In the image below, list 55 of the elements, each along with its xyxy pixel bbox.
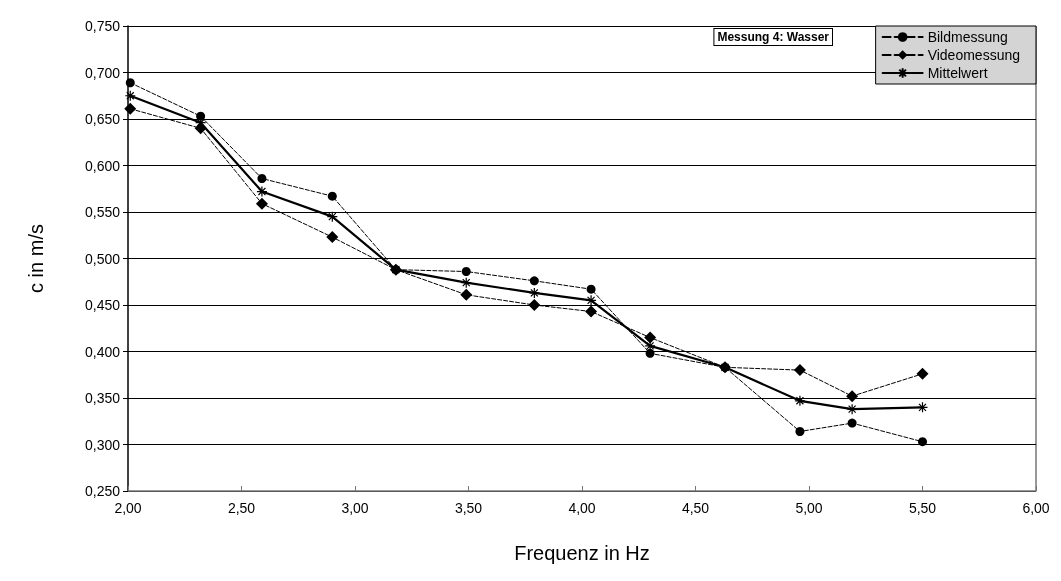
x-tick-label: 4,50 [681,500,710,516]
x-tick-label: 3,50 [454,500,483,516]
y-tick-label: 0,250 [84,483,121,499]
x-tick-label: 5,50 [908,500,937,516]
point [916,401,929,413]
point [795,426,805,436]
point [586,284,596,294]
point [793,364,806,377]
point [124,102,137,115]
point [585,294,597,306]
y-axis-title: c in m/s [25,224,47,293]
point [326,211,338,223]
x-tick-label: 2,50 [227,500,256,516]
y-tick-label: 0,600 [84,157,121,174]
x-tick-label: 4,00 [568,500,596,516]
x-axis-title: Frequenz in Hz [514,542,650,564]
x-tick-label: 3,00 [341,500,369,516]
annotation: Messung 4: Wasser [717,30,830,44]
legend-label: Videomessung [927,47,1021,63]
y-tick-label: 0,400 [84,343,121,360]
point [256,185,268,198]
point [529,276,539,286]
legend-label: Mittelwert [927,65,988,81]
point [257,174,267,184]
x-tick-label: 2,00 [114,500,142,516]
y-tick-label: 0,650 [84,111,121,127]
point [125,78,135,88]
x-tick-label: 5,00 [795,500,823,516]
point [461,267,471,277]
point [644,331,657,344]
y-tick-label: 0,500 [84,250,121,267]
point [645,348,655,358]
point [847,418,857,428]
point [460,288,473,301]
point [255,197,268,210]
point [327,191,337,201]
y-tick-label: 0,700 [84,64,121,81]
point [585,305,598,318]
x-tick-label: 6,00 [1022,500,1050,516]
point [794,395,806,407]
point [326,231,339,244]
point [918,437,927,447]
point [528,287,540,299]
point [460,277,472,289]
point [846,390,859,403]
point [196,111,206,121]
y-tick-label: 0,300 [84,436,121,453]
y-tick-label: 0,550 [84,204,121,220]
point [124,90,136,102]
point [528,299,541,311]
y-tick-label: 0,350 [84,390,121,406]
y-tick-label: 0,750 [84,18,121,34]
y-tick-label: 0,450 [84,297,121,313]
point [916,367,929,380]
legend-label: Bildmessung [927,29,1008,45]
